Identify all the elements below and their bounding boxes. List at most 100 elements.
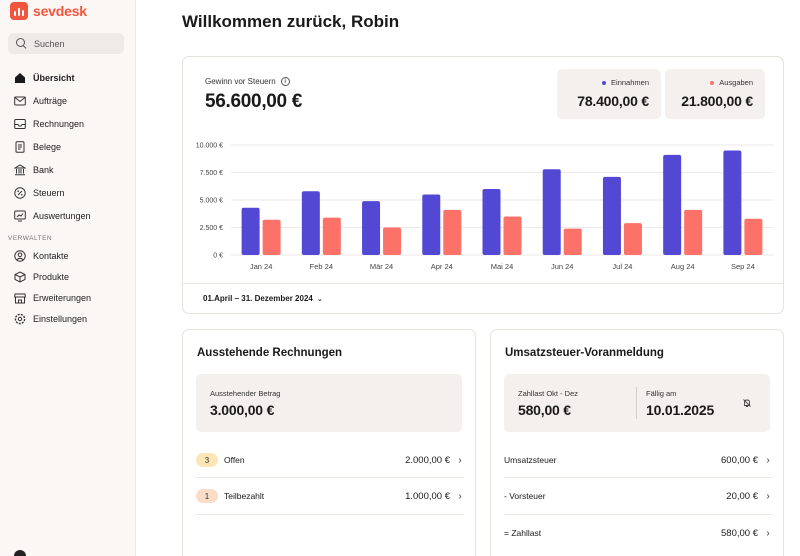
- expense-bar: [503, 216, 522, 255]
- expense-summary: Ausgaben 21.800,00 €: [665, 69, 765, 119]
- chevron-down-icon: ⌄: [316, 295, 323, 303]
- sidebar-item-label: Steuern: [33, 187, 65, 198]
- sidebar-item-overview[interactable]: Übersicht: [8, 66, 128, 89]
- logo-icon: [10, 2, 28, 20]
- vat-row-liability[interactable]: = Zahllast 580,00 € ›: [504, 524, 772, 542]
- sidebar-item-label: Produkte: [33, 271, 70, 282]
- outstanding-amount-value: 3.000,00 €: [210, 402, 275, 418]
- x-tick-label: Feb 24: [310, 262, 333, 271]
- chevron-right-icon: ›: [766, 527, 770, 539]
- income-bar: [542, 169, 561, 255]
- vat-row-input-tax[interactable]: - Vorsteuer 20,00 € ›: [504, 487, 772, 505]
- row-label: Teilbezahlt: [224, 491, 265, 501]
- invoice-row-partial[interactable]: 1 Teilbezahlt 1.000,00 € ›: [196, 487, 464, 505]
- x-tick-label: Mai 24: [491, 262, 514, 271]
- sidebar-item-extensions[interactable]: Erweiterungen: [8, 287, 128, 308]
- bell-off-icon[interactable]: [742, 398, 752, 408]
- search-bar[interactable]: Suchen: [8, 33, 124, 54]
- sidebar-item-label: Belege: [33, 141, 62, 152]
- sidebar: sevdesk Suchen Übersicht Aufträge Rechnu…: [0, 0, 136, 556]
- y-tick-label: 0 €: [213, 253, 223, 260]
- income-label: Einnahmen: [611, 78, 649, 87]
- sidebar-item-bank[interactable]: Bank: [8, 158, 128, 181]
- sidebar-item-orders[interactable]: Aufträge: [8, 89, 128, 112]
- chevron-right-icon: ›: [766, 454, 770, 466]
- outstanding-amount-label: Ausstehender Betrag: [210, 389, 281, 398]
- box-icon: [14, 270, 26, 283]
- chevron-right-icon: ›: [458, 490, 462, 502]
- mail-icon: [14, 95, 26, 107]
- sidebar-item-receipts[interactable]: Belege: [8, 135, 128, 158]
- expense-label: Ausgaben: [719, 78, 753, 87]
- analytics-icon: [14, 210, 26, 222]
- x-tick-label: Jul 24: [612, 262, 632, 271]
- search-label: Suchen: [34, 38, 65, 49]
- income-bar: [422, 194, 441, 255]
- profit-value: 56.600,00 €: [205, 91, 303, 112]
- main-nav: Übersicht Aufträge Rechnungen Belege Ban…: [8, 66, 128, 329]
- sidebar-item-label: Bank: [33, 164, 54, 175]
- expense-value: 21.800,00 €: [681, 93, 753, 109]
- sidebar-item-products[interactable]: Produkte: [8, 266, 128, 287]
- liability-value: 580,00 €: [518, 402, 571, 418]
- income-bar: [663, 154, 682, 255]
- row-divider: [504, 514, 772, 515]
- sidebar-item-contacts[interactable]: Kontakte: [8, 245, 128, 266]
- home-icon: [14, 72, 26, 84]
- percent-icon: [14, 186, 26, 199]
- y-tick-label: 2.500 €: [200, 225, 223, 232]
- chevron-right-icon: ›: [458, 454, 462, 466]
- sidebar-item-label: Kontakte: [33, 250, 69, 261]
- app-name: sevdesk: [33, 3, 87, 19]
- count-badge: 3: [196, 453, 218, 467]
- row-amount: 1.000,00 €: [405, 490, 450, 502]
- expense-legend-dot: [710, 80, 715, 85]
- x-tick-label: Jun 24: [551, 262, 574, 271]
- sidebar-item-label: Einstellungen: [33, 313, 88, 324]
- inbox-icon: [14, 118, 26, 130]
- x-tick-label: Mär 24: [370, 262, 393, 271]
- y-tick-label: 5.000 €: [200, 198, 223, 205]
- count-badge: 1: [196, 489, 218, 503]
- outstanding-amount-box: Ausstehender Betrag 3.000,00 €: [196, 374, 462, 432]
- expense-bar: [563, 228, 582, 255]
- income-legend-dot: [602, 80, 607, 85]
- vat-row-sales-tax[interactable]: Umsatzsteuer 600,00 € ›: [504, 451, 772, 469]
- card-title: Umsatzsteuer-Voranmeldung: [505, 347, 664, 359]
- box-separator: [636, 387, 637, 419]
- income-value: 78.400,00 €: [577, 93, 649, 109]
- row-amount: 600,00 €: [721, 454, 758, 466]
- row-amount: 580,00 €: [721, 527, 758, 539]
- chevron-right-icon: ›: [766, 490, 770, 502]
- date-range-selector[interactable]: 01.April – 31. Dezember 2024 ⌄: [203, 294, 323, 303]
- main-content: Willkommen zurück, Robin Gewinn vor Steu…: [136, 0, 800, 556]
- vat-return-card: Umsatzsteuer-Voranmeldung Zahllast Okt -…: [490, 329, 784, 556]
- sidebar-item-taxes[interactable]: Steuern: [8, 181, 128, 204]
- income-bar: [301, 191, 320, 255]
- sidebar-item-invoices[interactable]: Rechnungen: [8, 112, 128, 135]
- search-icon: [16, 38, 27, 49]
- due-label: Fällig am: [646, 389, 677, 398]
- income-bar: [482, 189, 501, 255]
- sidebar-item-label: Aufträge: [33, 95, 68, 106]
- due-value: 10.01.2025: [646, 402, 715, 418]
- app-logo[interactable]: sevdesk: [10, 0, 87, 22]
- bank-icon: [14, 163, 26, 176]
- date-range-label: 01.April – 31. Dezember 2024: [203, 294, 313, 303]
- x-tick-label: Jan 24: [250, 262, 273, 271]
- sidebar-item-analytics[interactable]: Auswertungen: [8, 204, 128, 227]
- expense-bar: [623, 223, 642, 255]
- expense-bar: [443, 209, 462, 255]
- user-avatar[interactable]: [14, 550, 26, 556]
- nav-section-manage: VERWALTEN: [8, 234, 53, 242]
- invoice-row-open[interactable]: 3 Offen 2.000,00 € ›: [196, 451, 464, 469]
- income-expense-chart: 0 € 2.500 € 5.000 € 7.500 € 10.000 € Jan 24 Fe…: [196, 143, 773, 271]
- profit-label-row: Gewinn vor Steuern i: [205, 77, 290, 86]
- income-bar: [241, 207, 260, 255]
- sidebar-item-settings[interactable]: Einstellungen: [8, 308, 128, 329]
- sidebar-item-label: Erweiterungen: [33, 292, 92, 303]
- row-divider: [196, 477, 464, 478]
- expense-bar: [684, 209, 703, 255]
- store-icon: [14, 292, 26, 304]
- info-icon[interactable]: i: [280, 77, 290, 86]
